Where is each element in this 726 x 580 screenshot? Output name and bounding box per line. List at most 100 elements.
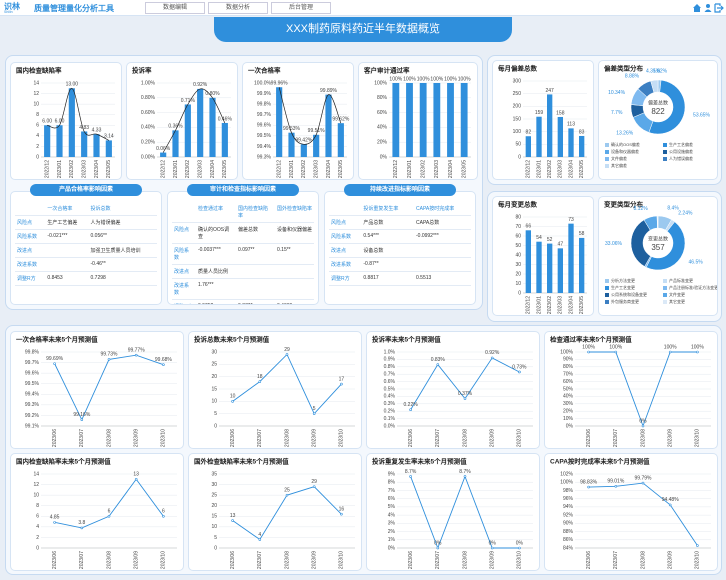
table-cell: 1.76***: [195, 278, 237, 300]
x-tick-label: 2023/06: [52, 551, 58, 569]
data-label: 159: [535, 110, 544, 116]
data-label: 3.8: [78, 520, 85, 526]
point: [436, 546, 440, 550]
point: [231, 400, 234, 403]
data-label: 18: [257, 374, 263, 380]
y-tick-label: 40: [515, 252, 521, 258]
chart-card: 变更类型分布 8.4% 2.24% 46.5% 33.06% 8.12% 变更总数 357 分析…: [598, 196, 718, 316]
y-tick-label: 0: [214, 545, 217, 551]
y-tick-label: 8: [36, 112, 39, 118]
data-label: 99.68%: [155, 357, 173, 363]
y-tick-label: 99.7%: [25, 360, 40, 366]
point: [340, 512, 343, 516]
x-tick-label: 2023/10: [695, 551, 701, 569]
y-tick-label: 0.7%: [384, 372, 396, 378]
tab[interactable]: 数据编辑: [145, 2, 205, 14]
slice-label: 1.82%: [653, 68, 668, 74]
bar: [68, 88, 75, 157]
table-cell: 改进系数: [15, 257, 46, 272]
table-row: 改进点 质量人员比例: [172, 264, 314, 279]
chart: 投诉重复发生率未来5个月预测值 0% 1% 2% 3% 4% 5% 6% 7% 8% 9% 2023/…: [372, 457, 533, 569]
bar: [579, 237, 585, 293]
y-tick-label: 0.0%: [384, 423, 396, 429]
x-tick-label: 2023/09: [490, 551, 496, 569]
table-card: 检查通过率 国内检查缺陷率 国外检查缺陷率 风险点 确认的OOS调查 偏差总数 设备和仪器偏…: [167, 191, 319, 305]
y-tick-label: 0%: [380, 154, 388, 160]
point: [53, 362, 56, 365]
bar: [460, 83, 468, 157]
data-label: 0.92%: [193, 82, 208, 88]
y-tick-label: 2%: [388, 529, 396, 535]
bar: [313, 134, 320, 157]
y-tick-label: 7%: [388, 488, 396, 494]
tab[interactable]: 后台管理: [271, 2, 331, 14]
table-cell: 设备总数: [361, 243, 414, 258]
table-row: 调整R方 0.8453 0.7298: [15, 271, 157, 286]
point: [162, 363, 165, 366]
legend-swatch: [605, 300, 609, 304]
y-tick-label: 10: [515, 281, 521, 287]
data-label: 73: [568, 217, 574, 223]
table-title: 持续改进指标影响因素: [344, 184, 456, 196]
bar: [300, 144, 307, 157]
data-label: 99.51%: [308, 128, 326, 134]
x-tick-label: 2023/05: [461, 160, 467, 178]
y-tick-label: 2: [36, 535, 39, 541]
line: [410, 475, 520, 550]
table-cell: 生产工艺偏差: [45, 215, 89, 230]
table-cell: 0.9752: [195, 299, 237, 304]
legend-label: 分析方法变更: [611, 277, 635, 283]
legend-swatch: [605, 293, 609, 297]
data-label: 82: [526, 130, 532, 136]
slice-label: 8.4%: [667, 206, 679, 212]
line: [410, 357, 520, 410]
table-cell: [172, 202, 196, 223]
legend-label: 其它偏差: [611, 162, 627, 168]
y-tick-label: 20: [211, 374, 217, 380]
x-tick-label: 2023/10: [161, 551, 167, 569]
data-label: 0.06%: [156, 146, 171, 152]
bar: [568, 128, 574, 157]
y-tick-label: 2: [36, 144, 39, 150]
data-label: 158: [556, 110, 565, 116]
table-cell: [275, 278, 314, 300]
exit-icon[interactable]: [714, 3, 724, 13]
chart: 国内检查缺陷率 0 2 4 6 8 10 12 14 2022/12 2023/01 2023/02 2…: [16, 66, 115, 178]
y-tick-label: 99.1%: [25, 423, 40, 429]
x-tick-label: 2023/02: [420, 160, 426, 178]
chart-card: 每月变更总数 0 10 20 30 40 50 60 70 80 2022/12 2023/01 202…: [492, 196, 594, 316]
chart: CAPA按时完成率未来5个月预测值 84% 86% 88% 90% 92% 94% 96% 98…: [550, 457, 711, 569]
chart-title: 一次合格率未来5个月预测值: [16, 335, 98, 344]
point: [587, 485, 590, 489]
legend-label: 其它变更: [669, 298, 685, 304]
y-tick-label: 99.4%: [257, 144, 272, 150]
table-cell: 改进点: [172, 264, 196, 279]
table-row: 改进点 设备总数: [329, 243, 471, 258]
x-tick-label: 2023/06: [586, 551, 592, 569]
chart-title: 一次合格率: [248, 66, 281, 75]
table-cell: 0.097**: [236, 243, 275, 265]
chart: 客户审计通过率 0% 20% 40% 60% 80% 100% 2022/12 2023/01 2…: [363, 66, 471, 178]
table-cell: 0.8817: [361, 271, 414, 286]
pie-slice: [645, 221, 686, 271]
x-tick-label: 2022/12: [160, 160, 166, 178]
chart-title: 偏差类型分布: [604, 64, 644, 73]
table-cell: -0.46**: [88, 257, 157, 272]
home-icon[interactable]: [693, 4, 701, 12]
point: [614, 484, 618, 488]
user-icon[interactable]: [706, 4, 710, 8]
legend-label: 文件变更: [669, 291, 685, 297]
legend-swatch: [605, 157, 609, 161]
x-tick-label: 2023/05: [579, 160, 585, 178]
point: [436, 363, 440, 366]
x-tick-label: 2023/03: [313, 160, 319, 178]
table-cell: [414, 243, 471, 258]
x-tick-label: 2023/02: [547, 160, 553, 178]
tab[interactable]: 数据分析: [208, 2, 268, 14]
chart-card: 客户审计通过率 0% 20% 40% 60% 80% 100% 2022/12 2023/01 2…: [358, 62, 478, 180]
y-tick-label: 100%: [560, 349, 573, 355]
slice-label: 46.5%: [689, 259, 704, 265]
x-tick-label: 2023/08: [462, 551, 468, 569]
y-tick-label: 6%: [388, 496, 396, 502]
table-cell: 偏差总数: [236, 222, 275, 244]
